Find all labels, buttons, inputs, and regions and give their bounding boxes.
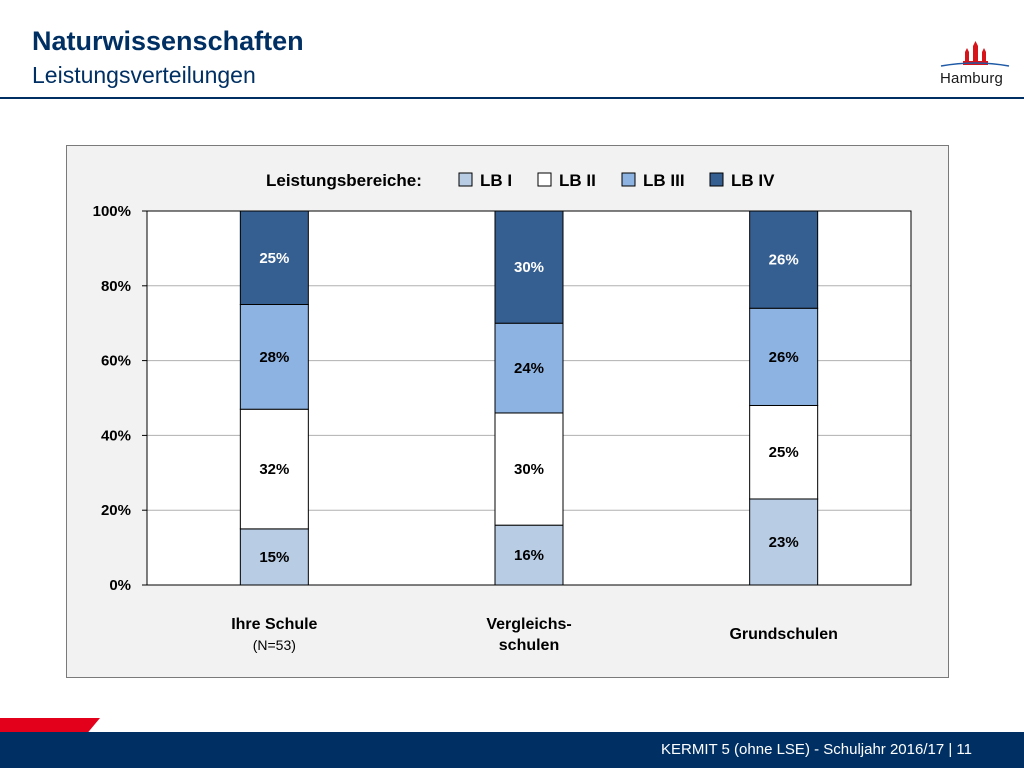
legend-label: LB IV (731, 171, 775, 190)
bar-segment (239, 304, 309, 410)
data-label: 15% (259, 549, 289, 566)
bar-segment (494, 412, 564, 526)
x-category-label: (N=53) (253, 637, 296, 653)
data-label: 26% (769, 349, 799, 366)
data-label: 23% (769, 534, 799, 551)
footer-bar (0, 732, 1024, 768)
x-category-label: Grundschulen (729, 626, 837, 643)
stacked-bar-chart: 0% 20% 40% 60% 80% 100% 15% 32% 28% 25% Ihre Schul… (93, 171, 912, 654)
bar-segment (239, 408, 309, 530)
data-label: 16% (514, 547, 544, 564)
bar-segment (749, 404, 819, 500)
bar-segment (749, 498, 819, 586)
bar-segment (749, 210, 819, 309)
bar-segment (239, 528, 309, 586)
header-divider (0, 97, 1024, 99)
legend-swatch (621, 172, 636, 187)
legend-label: LB I (480, 171, 512, 190)
y-tick-label: 80% (101, 278, 131, 295)
y-tick-label: 20% (101, 502, 131, 519)
data-label: 25% (769, 444, 799, 461)
hamburg-castle-icon (940, 41, 1010, 67)
bar-segment (494, 322, 564, 414)
data-label: 25% (259, 250, 289, 267)
data-label: 28% (259, 349, 289, 366)
legend-label: LB II (559, 171, 596, 190)
logo-text: Hamburg (940, 70, 1004, 87)
data-label: 24% (514, 360, 544, 377)
page-title: Naturwissenschaften (32, 26, 304, 56)
y-tick-label: 60% (101, 353, 131, 370)
data-label: 30% (514, 259, 544, 276)
x-category-label: schulen (499, 637, 559, 654)
legend-title: Leistungsbereiche: (266, 171, 422, 190)
data-label: 26% (769, 252, 799, 269)
legend-swatch (709, 172, 724, 187)
data-label: 32% (259, 461, 289, 478)
legend-swatch (458, 172, 473, 187)
page-subtitle: Leistungsverteilungen (32, 62, 256, 88)
x-category-label: Vergleichs- (486, 616, 571, 633)
data-label: 30% (514, 461, 544, 478)
legend-label: LB III (643, 171, 685, 190)
chart-panel: 0% 20% 40% 60% 80% 100% 15% 32% 28% 25% Ihre Schul… (66, 145, 949, 678)
legend-swatch (537, 172, 552, 187)
y-tick-label: 40% (101, 427, 131, 444)
y-tick-label: 100% (93, 203, 131, 220)
bar-segment (239, 210, 309, 305)
footer-text: KERMIT 5 (ohne LSE) - Schuljahr 2016/17 … (660, 741, 972, 758)
y-tick-label: 0% (109, 577, 131, 594)
bar-segment (749, 307, 819, 406)
x-category-label: Ihre Schule (231, 616, 317, 633)
bar-segment (494, 210, 564, 324)
